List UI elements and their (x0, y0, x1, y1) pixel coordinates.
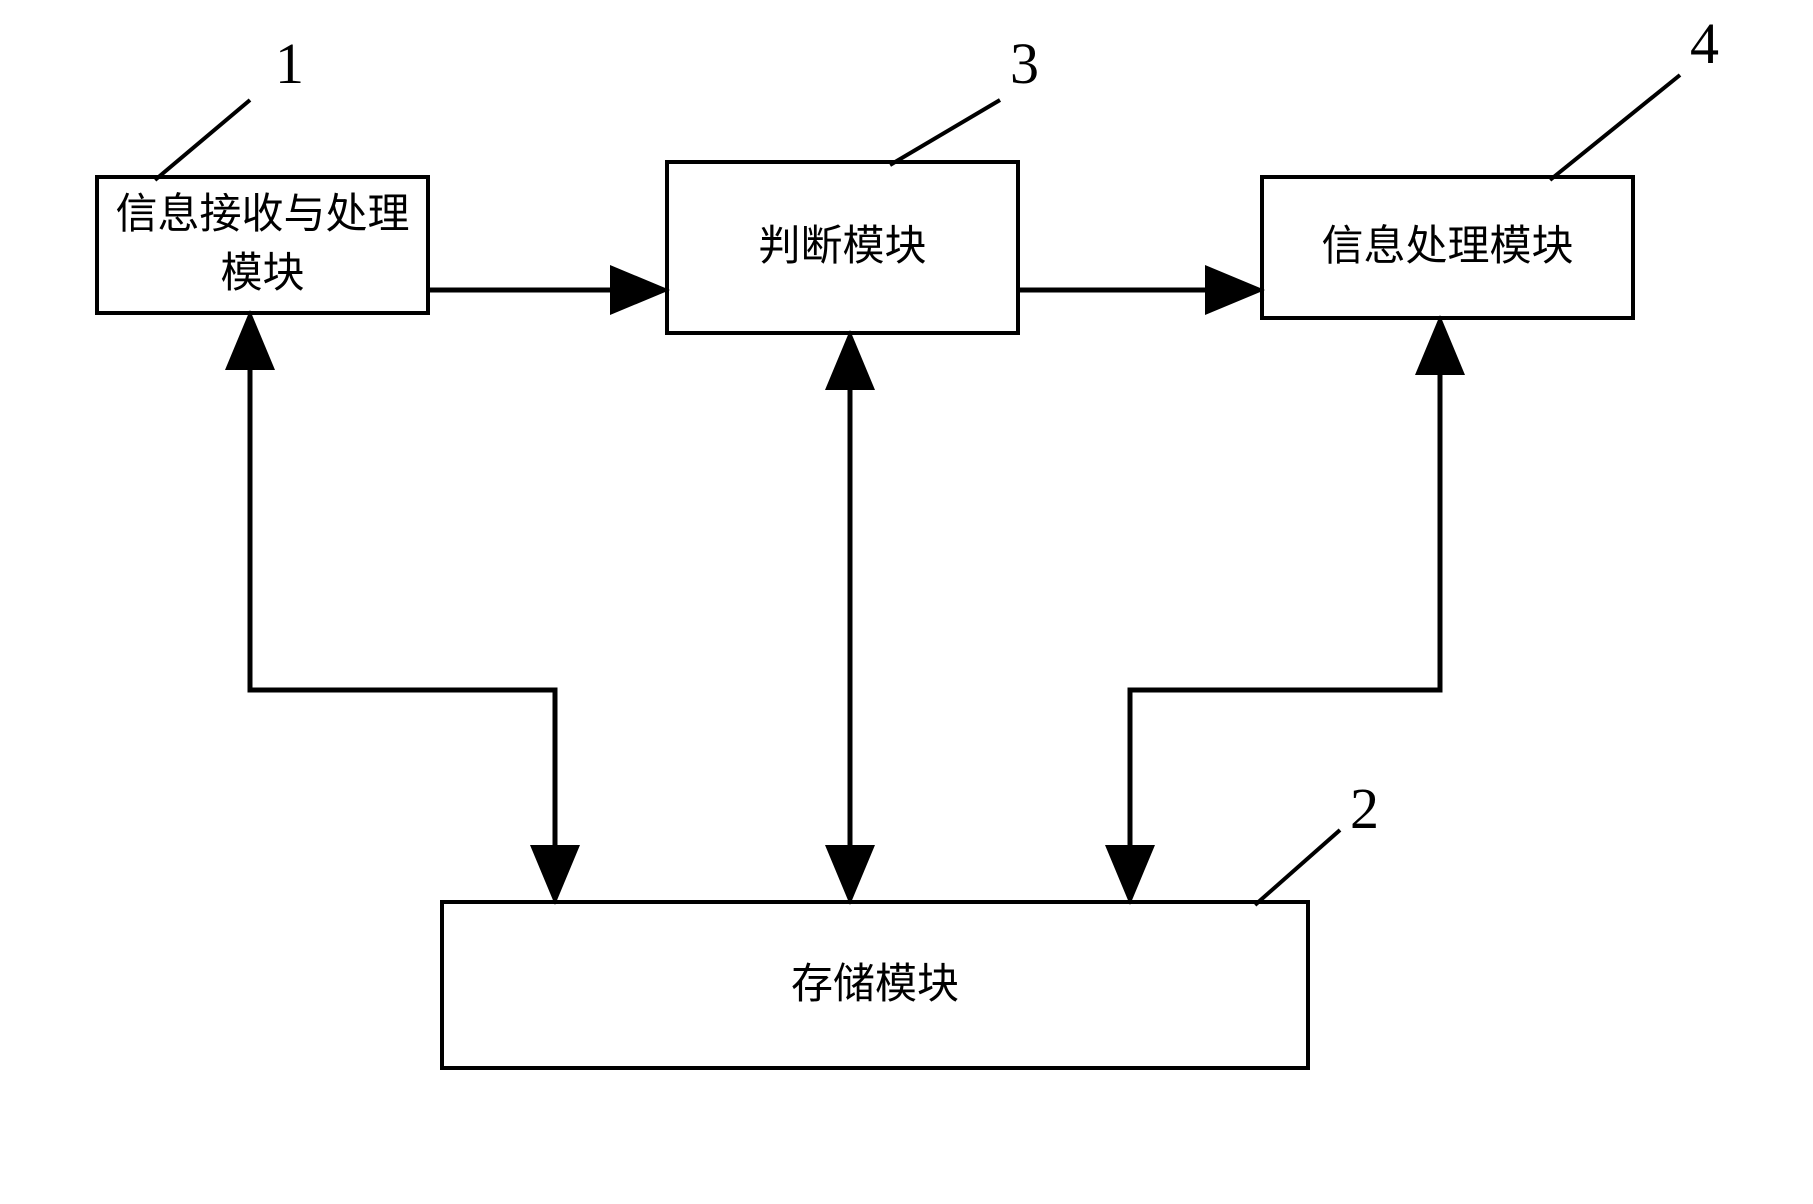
leader-2 (1255, 830, 1340, 905)
bidir-4-store (1130, 325, 1440, 895)
node2-text: 存储模块 (791, 956, 959, 1015)
label-2: 2 (1350, 775, 1379, 842)
leader-3 (890, 100, 1000, 165)
leader-1 (155, 100, 250, 180)
bidir-1-store (250, 320, 555, 895)
node-judgment: 判断模块 (665, 160, 1020, 335)
node-storage: 存储模块 (440, 900, 1310, 1070)
label-4: 4 (1690, 10, 1719, 77)
node3-text: 判断模块 (758, 218, 926, 277)
node1-text: 信息接收与处理模块 (109, 186, 416, 304)
node-info-receive-process: 信息接收与处理模块 (95, 175, 430, 315)
leader-4 (1550, 75, 1680, 180)
label-3: 3 (1010, 30, 1039, 97)
label-1: 1 (275, 30, 304, 97)
node-info-process: 信息处理模块 (1260, 175, 1635, 320)
node4-text: 信息处理模块 (1321, 218, 1573, 277)
